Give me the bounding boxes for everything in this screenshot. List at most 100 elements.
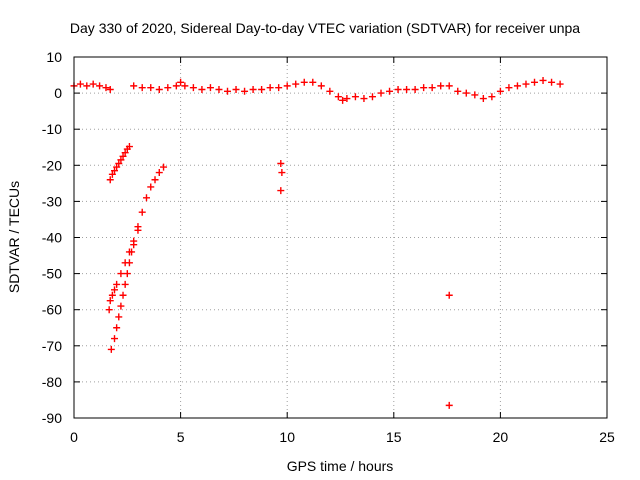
data-point <box>445 401 453 409</box>
data-point <box>394 85 402 93</box>
data-point <box>445 82 453 90</box>
data-point <box>437 82 445 90</box>
data-point <box>445 291 453 299</box>
data-point <box>403 85 411 93</box>
data-point <box>123 270 131 278</box>
data-point <box>368 93 376 101</box>
data-point <box>548 78 556 86</box>
data-point <box>117 270 125 278</box>
data-point <box>113 280 121 288</box>
data-point <box>134 226 142 234</box>
chart-title: Day 330 of 2020, Sidereal Day-to-day VTE… <box>70 20 580 36</box>
data-point <box>513 82 521 90</box>
data-point <box>181 82 189 90</box>
data-point <box>326 87 334 95</box>
series-upper-streak <box>106 143 133 184</box>
data-point <box>531 78 539 86</box>
data-point <box>420 84 428 92</box>
data-point <box>334 93 342 101</box>
x-tick-label: 15 <box>386 429 402 445</box>
data-point <box>111 335 119 343</box>
data-point <box>258 85 266 93</box>
data-point <box>539 76 547 84</box>
data-point <box>121 259 129 267</box>
data-point <box>105 306 113 314</box>
y-tick-label: 0 <box>54 85 62 101</box>
data-point <box>471 91 479 99</box>
data-point <box>377 89 385 97</box>
data-point <box>277 187 285 195</box>
data-point <box>106 176 114 184</box>
data-point <box>138 208 146 216</box>
data-point <box>130 82 138 90</box>
y-tick-label: -30 <box>42 193 62 209</box>
y-tick-label: -90 <box>42 410 62 426</box>
data-point <box>119 291 127 299</box>
data-point <box>115 159 123 167</box>
data-point <box>113 324 121 332</box>
x-tick-label: 10 <box>279 429 295 445</box>
data-point <box>505 84 513 92</box>
data-point <box>177 78 185 86</box>
data-point <box>266 84 274 92</box>
y-tick-label: -40 <box>42 230 62 246</box>
data-point <box>147 183 155 191</box>
y-tick-label: -70 <box>42 338 62 354</box>
data-point <box>189 84 197 92</box>
data-point <box>106 297 114 305</box>
data-point <box>462 89 470 97</box>
data-point <box>138 84 146 92</box>
data-point <box>111 167 119 175</box>
data-point <box>360 95 368 103</box>
axis-ticks <box>73 56 608 419</box>
data-point <box>411 85 419 93</box>
data-point <box>292 80 300 88</box>
y-tick-label: 10 <box>46 49 62 65</box>
data-point <box>164 84 172 92</box>
data-point <box>428 84 436 92</box>
data-point <box>117 156 125 164</box>
data-point <box>496 87 504 95</box>
data-point <box>232 85 240 93</box>
data-point <box>278 169 286 177</box>
y-tick-label: -80 <box>42 374 62 390</box>
data-point <box>142 194 150 202</box>
data-point <box>111 286 119 294</box>
data-point <box>172 82 180 90</box>
y-tick-label: -50 <box>42 266 62 282</box>
data-point <box>215 85 223 93</box>
x-tick-label: 0 <box>70 429 78 445</box>
data-point <box>89 80 97 88</box>
data-point <box>121 149 129 157</box>
series-steep-streak-b <box>106 226 142 305</box>
series-main-band <box>70 76 564 104</box>
data-point <box>76 80 84 88</box>
data-point <box>125 248 133 256</box>
data-points <box>70 76 564 409</box>
data-point <box>198 85 206 93</box>
data-point <box>125 143 133 151</box>
series-steep-streak-a <box>107 163 168 353</box>
data-point <box>119 152 127 160</box>
data-point <box>339 96 347 104</box>
y-axis-label: SDTVAR / TECUs <box>6 181 22 293</box>
y-tick-label: -60 <box>42 302 62 318</box>
data-point <box>155 169 163 177</box>
y-tick-label: -20 <box>42 157 62 173</box>
data-point <box>351 93 359 101</box>
data-point <box>155 85 163 93</box>
data-point <box>241 87 249 95</box>
data-point <box>121 280 129 288</box>
data-point <box>107 345 115 353</box>
series-isolated-points <box>105 159 453 409</box>
data-point <box>277 159 285 167</box>
data-point <box>343 95 351 103</box>
data-point <box>317 82 325 90</box>
grid <box>74 57 607 418</box>
data-point <box>283 82 291 90</box>
data-point <box>479 95 487 103</box>
x-tick-label: 5 <box>177 429 185 445</box>
data-point <box>130 237 138 245</box>
x-axis-label: GPS time / hours <box>287 458 394 474</box>
